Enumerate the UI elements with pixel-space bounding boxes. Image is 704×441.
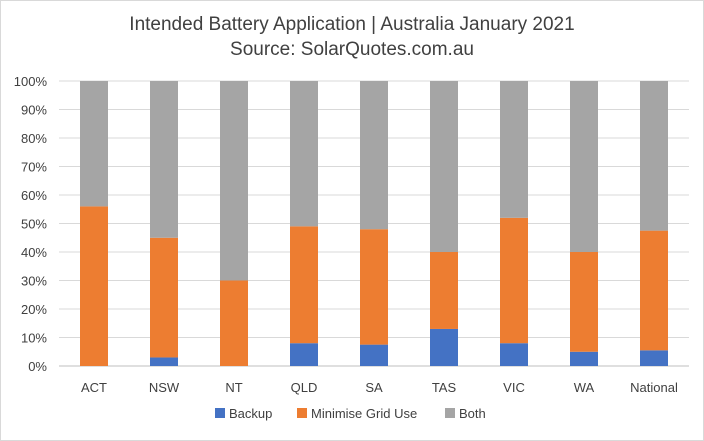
y-tick-label: 20% xyxy=(21,302,47,317)
y-tick-label: 10% xyxy=(21,331,47,346)
x-tick-label: SA xyxy=(365,380,383,395)
bar-backup xyxy=(150,357,178,366)
x-tick-label: ACT xyxy=(81,380,107,395)
bar-backup xyxy=(570,351,598,366)
bars xyxy=(80,81,668,367)
bar-both xyxy=(360,81,388,230)
y-tick-label: 40% xyxy=(21,245,47,260)
chart-title: Intended Battery Application | Australia… xyxy=(129,14,574,35)
y-axis-tick-labels: 0% 10% 20% 30% 40% 50% 60% 70% 80% 90% 100% xyxy=(14,74,48,374)
bar-both xyxy=(640,81,668,231)
bar-minimise-grid-use xyxy=(640,230,668,351)
bar-backup xyxy=(430,328,458,366)
x-tick-label: TAS xyxy=(432,380,457,395)
y-tick-label: 80% xyxy=(21,131,47,146)
legend-label: Minimise Grid Use xyxy=(311,406,417,421)
bar-minimise-grid-use xyxy=(290,226,318,344)
x-tick-label: QLD xyxy=(291,380,318,395)
y-tick-label: 0% xyxy=(28,359,47,374)
bar-both xyxy=(220,81,248,281)
bar-minimise-grid-use xyxy=(570,252,598,352)
bar-both xyxy=(570,81,598,252)
chart-subtitle: Source: SolarQuotes.com.au xyxy=(230,39,474,60)
x-tick-label: National xyxy=(630,380,678,395)
legend-swatch xyxy=(445,408,455,418)
y-tick-label: 30% xyxy=(21,274,47,289)
legend-swatch xyxy=(297,408,307,418)
bar-minimise-grid-use xyxy=(80,206,108,366)
bar-minimise-grid-use xyxy=(150,237,178,358)
legend-label: Both xyxy=(459,406,486,421)
x-tick-label: VIC xyxy=(503,380,525,395)
x-tick-label: NSW xyxy=(149,380,180,395)
bar-both xyxy=(290,81,318,227)
bar-minimise-grid-use xyxy=(430,252,458,329)
bar-both xyxy=(80,81,108,207)
bar-minimise-grid-use xyxy=(360,229,388,345)
bar-minimise-grid-use xyxy=(500,217,528,344)
bar-backup xyxy=(360,344,388,367)
y-tick-label: 60% xyxy=(21,188,47,203)
y-tick-label: 90% xyxy=(21,103,47,118)
bar-backup xyxy=(500,343,528,366)
x-tick-label: NT xyxy=(225,380,242,395)
bar-both xyxy=(150,81,178,238)
legend: Backup Minimise Grid Use Both xyxy=(215,406,486,421)
x-tick-label: WA xyxy=(574,380,595,395)
y-tick-label: 50% xyxy=(21,217,47,232)
bar-backup xyxy=(290,343,318,366)
legend-swatch xyxy=(215,408,225,418)
bar-backup xyxy=(640,350,668,366)
bar-minimise-grid-use xyxy=(220,280,248,366)
x-axis-tick-labels: ACT NSW NT QLD SA TAS VIC WA National xyxy=(81,380,678,395)
bar-both xyxy=(430,81,458,252)
y-tick-label: 70% xyxy=(21,160,47,175)
legend-label: Backup xyxy=(229,406,272,421)
bar-both xyxy=(500,81,528,218)
y-tick-label: 100% xyxy=(14,74,48,89)
